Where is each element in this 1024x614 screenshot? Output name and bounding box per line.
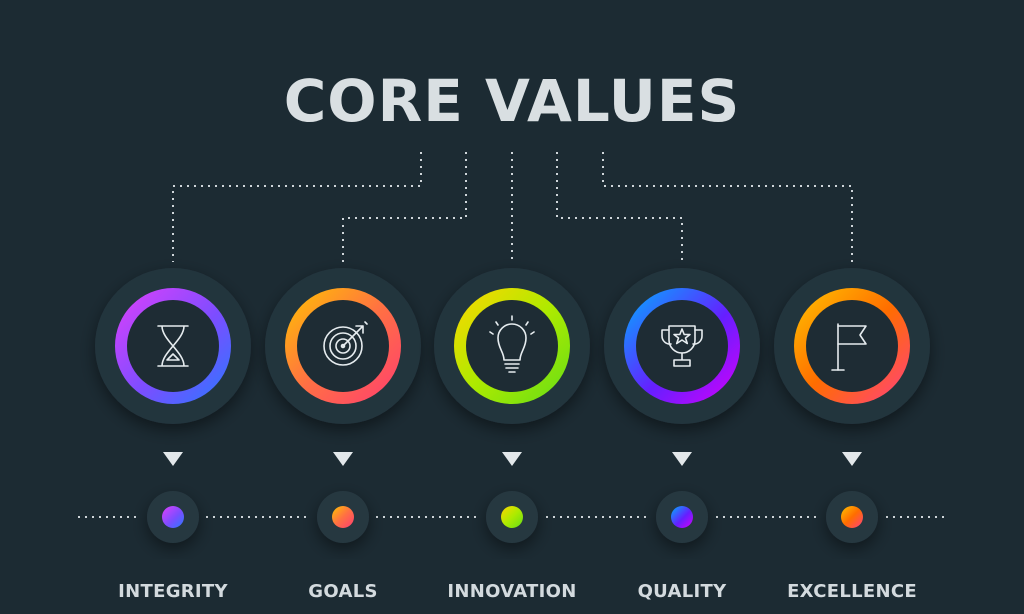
- page-title: CORE VALUES: [283, 67, 741, 135]
- connector-goals: [342, 152, 467, 262]
- flag-icon: [831, 323, 867, 371]
- value-item-integrity: [95, 268, 251, 543]
- down-arrow-icon: [842, 452, 862, 466]
- hourglass-icon: [157, 325, 189, 367]
- connector-quality: [556, 152, 683, 262]
- value-item-innovation: [434, 268, 590, 543]
- timeline-dot: [332, 506, 354, 528]
- inner-disc: [806, 300, 898, 392]
- connector-lines: [172, 152, 853, 262]
- inner-disc: [466, 300, 558, 392]
- label-excellence: EXCELLENCE: [787, 581, 917, 602]
- label-innovation: INNOVATION: [447, 581, 577, 602]
- label-goals: GOALS: [308, 581, 378, 602]
- timeline-dot: [501, 506, 523, 528]
- value-item-goals: [265, 268, 421, 543]
- timeline-dot: [841, 506, 863, 528]
- down-arrow-icon: [502, 452, 522, 466]
- connector-excellence: [602, 152, 853, 262]
- down-arrow-icon: [333, 452, 353, 466]
- target-icon: [323, 321, 368, 366]
- value-item-quality: [604, 268, 760, 543]
- down-arrow-icon: [672, 452, 692, 466]
- connector-integrity: [172, 152, 422, 262]
- label-quality: QUALITY: [637, 581, 727, 602]
- value-item-excellence: [774, 268, 930, 543]
- trophy-icon: [661, 325, 703, 367]
- down-arrow-icon: [163, 452, 183, 466]
- lightbulb-icon: [489, 315, 535, 373]
- timeline-dot: [671, 506, 693, 528]
- timeline-dot: [162, 506, 184, 528]
- label-integrity: INTEGRITY: [118, 581, 228, 602]
- inner-disc: [636, 300, 728, 392]
